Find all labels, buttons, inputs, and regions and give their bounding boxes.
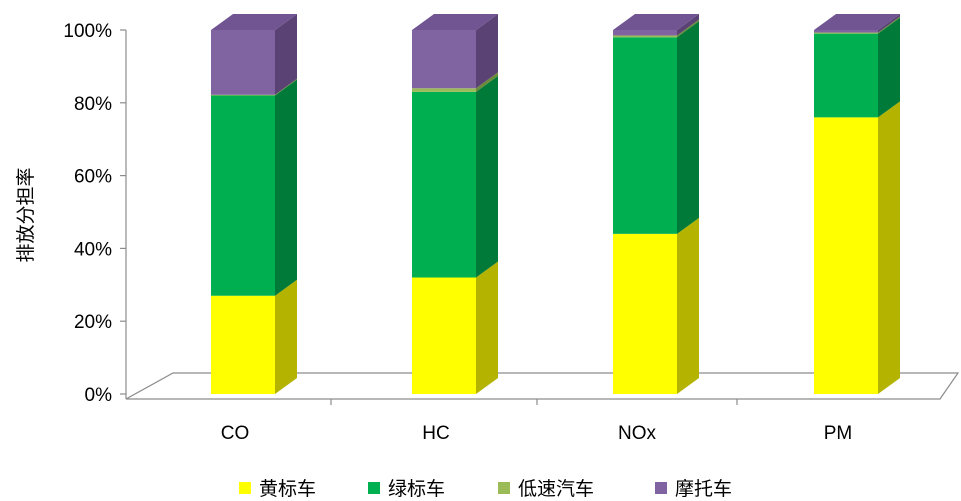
bar-segment [613, 14, 699, 36]
bar-segment [613, 19, 699, 38]
legend-label: 黄标车 [259, 478, 316, 500]
legend-label: 摩托车 [675, 478, 732, 500]
bar-side [275, 79, 297, 296]
bar-front [613, 37, 677, 234]
bar-front [613, 30, 677, 36]
x-tick-label: CO [221, 423, 250, 444]
legend-label: 绿标车 [388, 478, 445, 500]
bar-top [613, 14, 699, 30]
bar-side [677, 14, 699, 36]
bar-top [814, 14, 900, 30]
bar-segment [814, 17, 900, 118]
y-tick-label: 60% [74, 167, 112, 188]
bar-segment [412, 72, 498, 92]
bar-side [677, 21, 699, 234]
bar-top [211, 14, 297, 30]
bar-segment [613, 21, 699, 234]
bar-side [677, 217, 699, 394]
legend: 黄标车 绿标车 低速汽车 摩托车 [239, 478, 732, 500]
bar-side [275, 279, 297, 394]
bar-front [814, 32, 878, 34]
bar-segment [814, 14, 900, 33]
bar-front [412, 277, 476, 394]
bar-segment [412, 75, 498, 278]
bar-front [412, 91, 476, 278]
x-tick-label: HC [422, 423, 449, 444]
legend-swatch [498, 482, 510, 494]
bar-segment [211, 14, 297, 95]
bar-side [878, 101, 900, 395]
bar-front [814, 33, 878, 118]
bar-front [613, 233, 677, 394]
legend-item: 摩托车 [655, 478, 732, 500]
bar-side [476, 72, 498, 92]
bar-front [211, 94, 275, 96]
legend-label: 低速汽车 [518, 478, 594, 500]
legend-item: 低速汽车 [498, 478, 594, 500]
y-tick-label: 20% [74, 312, 112, 333]
legend-swatch [239, 482, 251, 494]
bar-segment [613, 217, 699, 394]
bar-front [613, 35, 677, 38]
bar-side [677, 19, 699, 38]
bar-front [211, 30, 275, 95]
bar-front [211, 295, 275, 394]
y-axis-title: 排放分担率 [15, 167, 37, 262]
bar-segment [814, 101, 900, 395]
bar-side [275, 14, 297, 95]
bar-side [476, 14, 498, 89]
bar-front [211, 95, 275, 296]
bar-side [476, 261, 498, 394]
legend-swatch [655, 482, 667, 494]
chart-floor [125, 372, 960, 405]
floor-outline [125, 372, 960, 400]
x-tick-label: PM [824, 423, 853, 444]
bars-group [211, 14, 900, 395]
bar-segment [412, 261, 498, 394]
bar-segment [412, 14, 498, 89]
y-tick-label: 100% [63, 21, 112, 42]
x-axis-labels: CO HC NOx PM [221, 423, 853, 444]
legend-swatch [368, 482, 380, 494]
bar-front [814, 30, 878, 33]
bar-side [275, 78, 297, 96]
bar-side [878, 14, 900, 33]
bar-segment [211, 79, 297, 296]
bar-segment [211, 78, 297, 96]
bar-front [814, 117, 878, 395]
bar-front [412, 88, 476, 92]
legend-item: 黄标车 [239, 478, 316, 500]
y-axis: 0% 20% 40% 60% 80% 100% [63, 21, 127, 406]
legend-item: 绿标车 [368, 478, 445, 500]
x-tick-label: NOx [618, 423, 657, 444]
y-tick-label: 40% [74, 239, 112, 260]
bar-segment [211, 279, 297, 394]
bar-side [878, 17, 900, 118]
bar-front [412, 30, 476, 89]
bar-side [878, 16, 900, 34]
y-tick-label: 80% [74, 94, 112, 115]
bar-segment [814, 16, 900, 34]
bar-side [476, 75, 498, 278]
bar-top [412, 14, 498, 30]
y-tick-label: 0% [85, 385, 113, 406]
